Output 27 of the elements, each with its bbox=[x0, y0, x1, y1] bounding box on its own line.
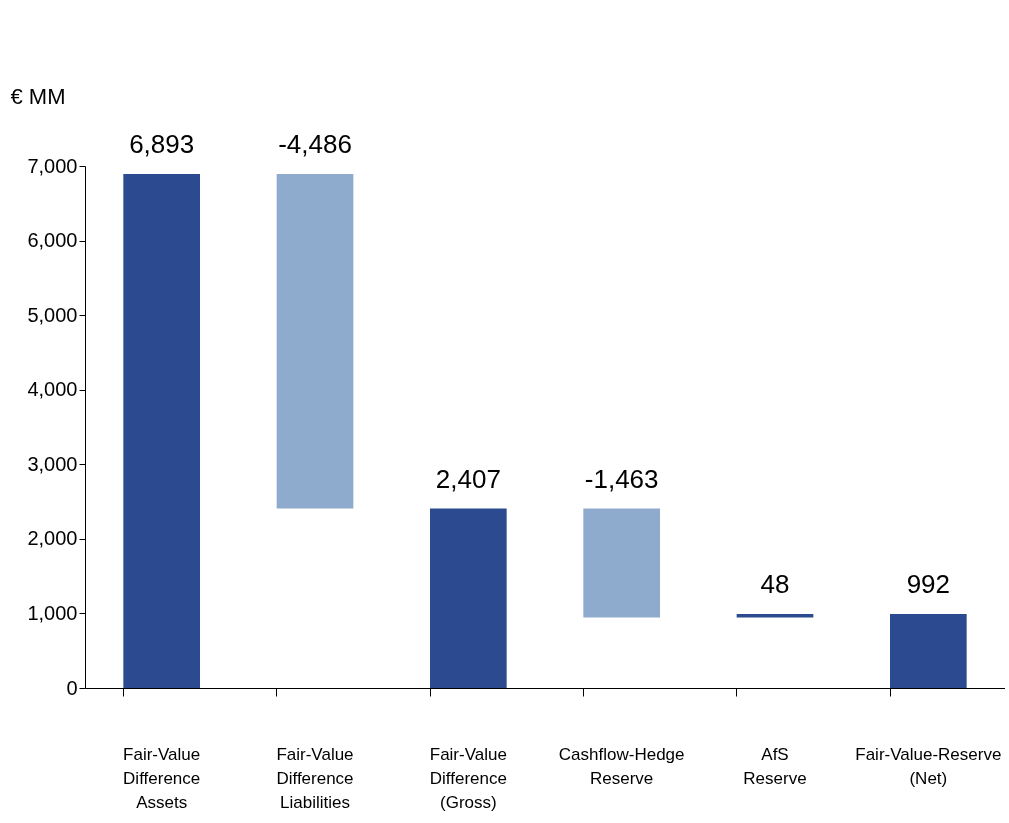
bar bbox=[276, 173, 354, 509]
y-tick-label: 7,000 bbox=[27, 154, 78, 177]
x-tick-label: Cashflow-Hedge Reserve bbox=[558, 744, 685, 788]
y-tick-label: 5,000 bbox=[27, 303, 78, 326]
bar bbox=[736, 614, 814, 618]
y-tick-label: 4,000 bbox=[27, 378, 78, 401]
data-label: 6,893 bbox=[129, 128, 195, 159]
y-tick-label: 6,000 bbox=[27, 229, 78, 252]
bar bbox=[123, 173, 200, 688]
bar bbox=[583, 508, 660, 618]
y-tick-label: 2,000 bbox=[27, 527, 78, 550]
x-tick-label: Fair-Value Difference (Gross) bbox=[429, 744, 507, 812]
data-label: 992 bbox=[906, 569, 951, 600]
y-tick-label: 3,000 bbox=[27, 452, 78, 475]
y-tick-label: 1,000 bbox=[27, 601, 78, 624]
data-label: -4,486 bbox=[278, 128, 352, 159]
data-label: 48 bbox=[760, 569, 790, 600]
y-axis-title: € MM bbox=[10, 83, 66, 109]
data-label: -1,463 bbox=[584, 463, 659, 494]
bar bbox=[890, 614, 967, 688]
x-tick-label: Fair-Value-Reserve (Net) bbox=[855, 744, 1002, 788]
bar bbox=[430, 508, 507, 688]
x-tick-label: Fair-Value Difference Liabilities bbox=[276, 744, 354, 812]
data-label: 2,407 bbox=[435, 463, 501, 494]
x-tick-label: AfS Reserve bbox=[743, 744, 807, 788]
x-tick-label: Fair-Value Difference Assets bbox=[123, 744, 201, 812]
y-tick-label: 0 bbox=[66, 676, 78, 699]
